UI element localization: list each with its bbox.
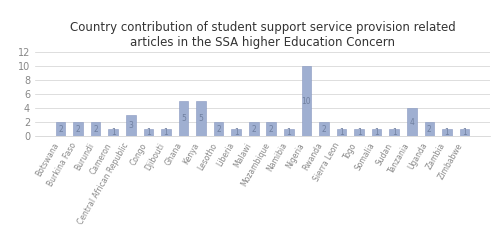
Title: Country contribution of student support service provision related
articles in th: Country contribution of student support … [70, 21, 456, 49]
Bar [73, 122, 83, 136]
Text: 1: 1 [392, 128, 396, 137]
Bar [249, 122, 258, 136]
Bar [126, 115, 136, 136]
Bar [144, 129, 153, 136]
Text: 1: 1 [146, 128, 150, 137]
Bar [161, 129, 170, 136]
Bar [56, 122, 66, 136]
Text: 1: 1 [462, 128, 467, 137]
Text: 3: 3 [128, 121, 133, 130]
Text: 1: 1 [164, 128, 168, 137]
Text: 5: 5 [198, 114, 203, 123]
Bar [460, 129, 469, 136]
Text: 2: 2 [216, 125, 221, 134]
Bar [354, 129, 364, 136]
Bar [108, 129, 118, 136]
Bar [390, 129, 399, 136]
Text: 2: 2 [252, 125, 256, 134]
Bar [196, 101, 206, 136]
Text: 2: 2 [322, 125, 326, 134]
Text: 2: 2 [94, 125, 98, 134]
Text: 1: 1 [444, 128, 450, 137]
Text: 2: 2 [58, 125, 63, 134]
Text: 1: 1 [234, 128, 238, 137]
Bar [91, 122, 101, 136]
Bar [424, 122, 434, 136]
Text: 2: 2 [76, 125, 80, 134]
Bar [442, 129, 452, 136]
Bar [232, 129, 241, 136]
Text: 2: 2 [269, 125, 274, 134]
Bar [336, 129, 346, 136]
Text: 2: 2 [427, 125, 432, 134]
Text: 1: 1 [374, 128, 379, 137]
Bar [178, 101, 188, 136]
Text: 1: 1 [356, 128, 362, 137]
Bar [407, 108, 416, 136]
Bar [266, 122, 276, 136]
Text: 4: 4 [410, 118, 414, 127]
Bar [284, 129, 294, 136]
Text: 1: 1 [111, 128, 116, 137]
Bar [319, 122, 329, 136]
Bar [302, 66, 311, 136]
Bar [214, 122, 224, 136]
Bar [372, 129, 382, 136]
Text: 1: 1 [339, 128, 344, 137]
Text: 5: 5 [181, 114, 186, 123]
Text: 10: 10 [302, 97, 311, 106]
Text: 1: 1 [286, 128, 291, 137]
